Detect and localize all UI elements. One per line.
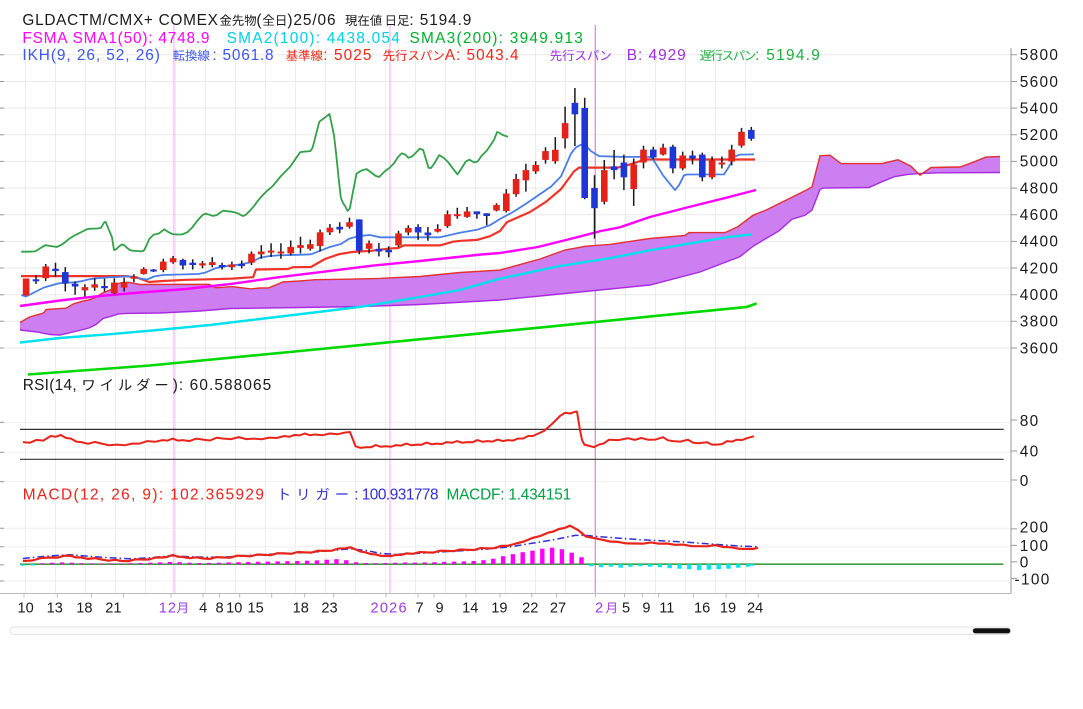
svg-text:18: 18: [76, 600, 92, 616]
svg-text:(: (: [256, 12, 262, 29]
svg-text:5800: 5800: [1020, 47, 1060, 64]
svg-text:9: 9: [436, 600, 444, 616]
svg-text:10: 10: [17, 600, 33, 616]
svg-text:B: 4929: B: 4929: [627, 47, 687, 64]
svg-text:2: 2: [595, 600, 603, 616]
svg-text:MACD(12, 26, 9): 102.365929: MACD(12, 26, 9): 102.365929: [23, 487, 266, 504]
svg-text:5400: 5400: [1020, 100, 1060, 117]
svg-text:5: 5: [622, 600, 630, 616]
svg-text:21: 21: [105, 600, 121, 616]
svg-text:MACDF: 1.434151: MACDF: 1.434151: [447, 487, 571, 504]
svg-text:: 5194.9: : 5194.9: [755, 47, 821, 64]
svg-text:IKH(9, 26, 52, 26): IKH(9, 26, 52, 26): [22, 47, 160, 64]
svg-text:10: 10: [226, 600, 242, 616]
svg-text:A: 5043.4: A: 5043.4: [445, 47, 520, 64]
svg-text:2026: 2026: [371, 600, 408, 616]
svg-text:: 5194.9: : 5194.9: [409, 12, 472, 29]
svg-text:80: 80: [1020, 413, 1040, 430]
svg-text:5600: 5600: [1020, 74, 1060, 91]
svg-text:19: 19: [720, 600, 736, 616]
svg-text:5000: 5000: [1020, 154, 1060, 171]
svg-text:13: 13: [47, 600, 63, 616]
svg-text:4200: 4200: [1020, 260, 1060, 277]
svg-text:FSMA SMA1(50): 4748.9: FSMA SMA1(50): 4748.9: [22, 30, 210, 47]
svg-text:8: 8: [215, 600, 223, 616]
svg-text:0: 0: [1020, 473, 1030, 490]
svg-text:14: 14: [462, 600, 478, 616]
svg-text:4: 4: [199, 600, 207, 616]
svg-text:3800: 3800: [1020, 314, 1060, 331]
svg-text:16: 16: [694, 600, 710, 616]
svg-text:)25/06: )25/06: [287, 12, 336, 29]
svg-text:SMA3(200): 3949.913: SMA3(200): 3949.913: [410, 30, 585, 47]
svg-text:4800: 4800: [1020, 180, 1060, 197]
svg-text:5200: 5200: [1020, 127, 1060, 144]
svg-text:100: 100: [1020, 538, 1050, 555]
svg-text:19: 19: [491, 600, 507, 616]
svg-text:4600: 4600: [1020, 207, 1060, 224]
svg-text:SMA2(100): 4438.054: SMA2(100): 4438.054: [227, 30, 402, 47]
svg-text:4000: 4000: [1020, 287, 1060, 304]
svg-text:22: 22: [522, 600, 538, 616]
svg-text:27: 27: [550, 600, 566, 616]
svg-text:3600: 3600: [1020, 340, 1060, 357]
svg-text:12: 12: [159, 600, 177, 616]
svg-text:: 5025: : 5025: [323, 47, 372, 64]
svg-text:24: 24: [747, 600, 763, 616]
svg-text:: 5061.8: : 5061.8: [212, 47, 274, 64]
svg-text:200: 200: [1020, 519, 1050, 536]
svg-text:40: 40: [1020, 444, 1040, 461]
svg-text:7: 7: [416, 600, 424, 616]
svg-text:4400: 4400: [1020, 234, 1060, 251]
svg-text:0: 0: [1020, 555, 1030, 572]
svg-text:11: 11: [659, 600, 674, 616]
svg-text:15: 15: [247, 600, 263, 616]
svg-text:GLDACTM/CMX+ COMEX: GLDACTM/CMX+ COMEX: [22, 12, 218, 29]
svg-text:RSI(14,: RSI(14,: [23, 377, 77, 394]
svg-text:9: 9: [642, 600, 650, 616]
svg-text:18: 18: [293, 600, 309, 616]
svg-text:23: 23: [321, 600, 337, 616]
svg-text:): 60.588065: ): 60.588065: [173, 377, 273, 394]
svg-text:-100: -100: [1015, 572, 1051, 589]
svg-text:: 100.931778: : 100.931778: [354, 487, 438, 504]
